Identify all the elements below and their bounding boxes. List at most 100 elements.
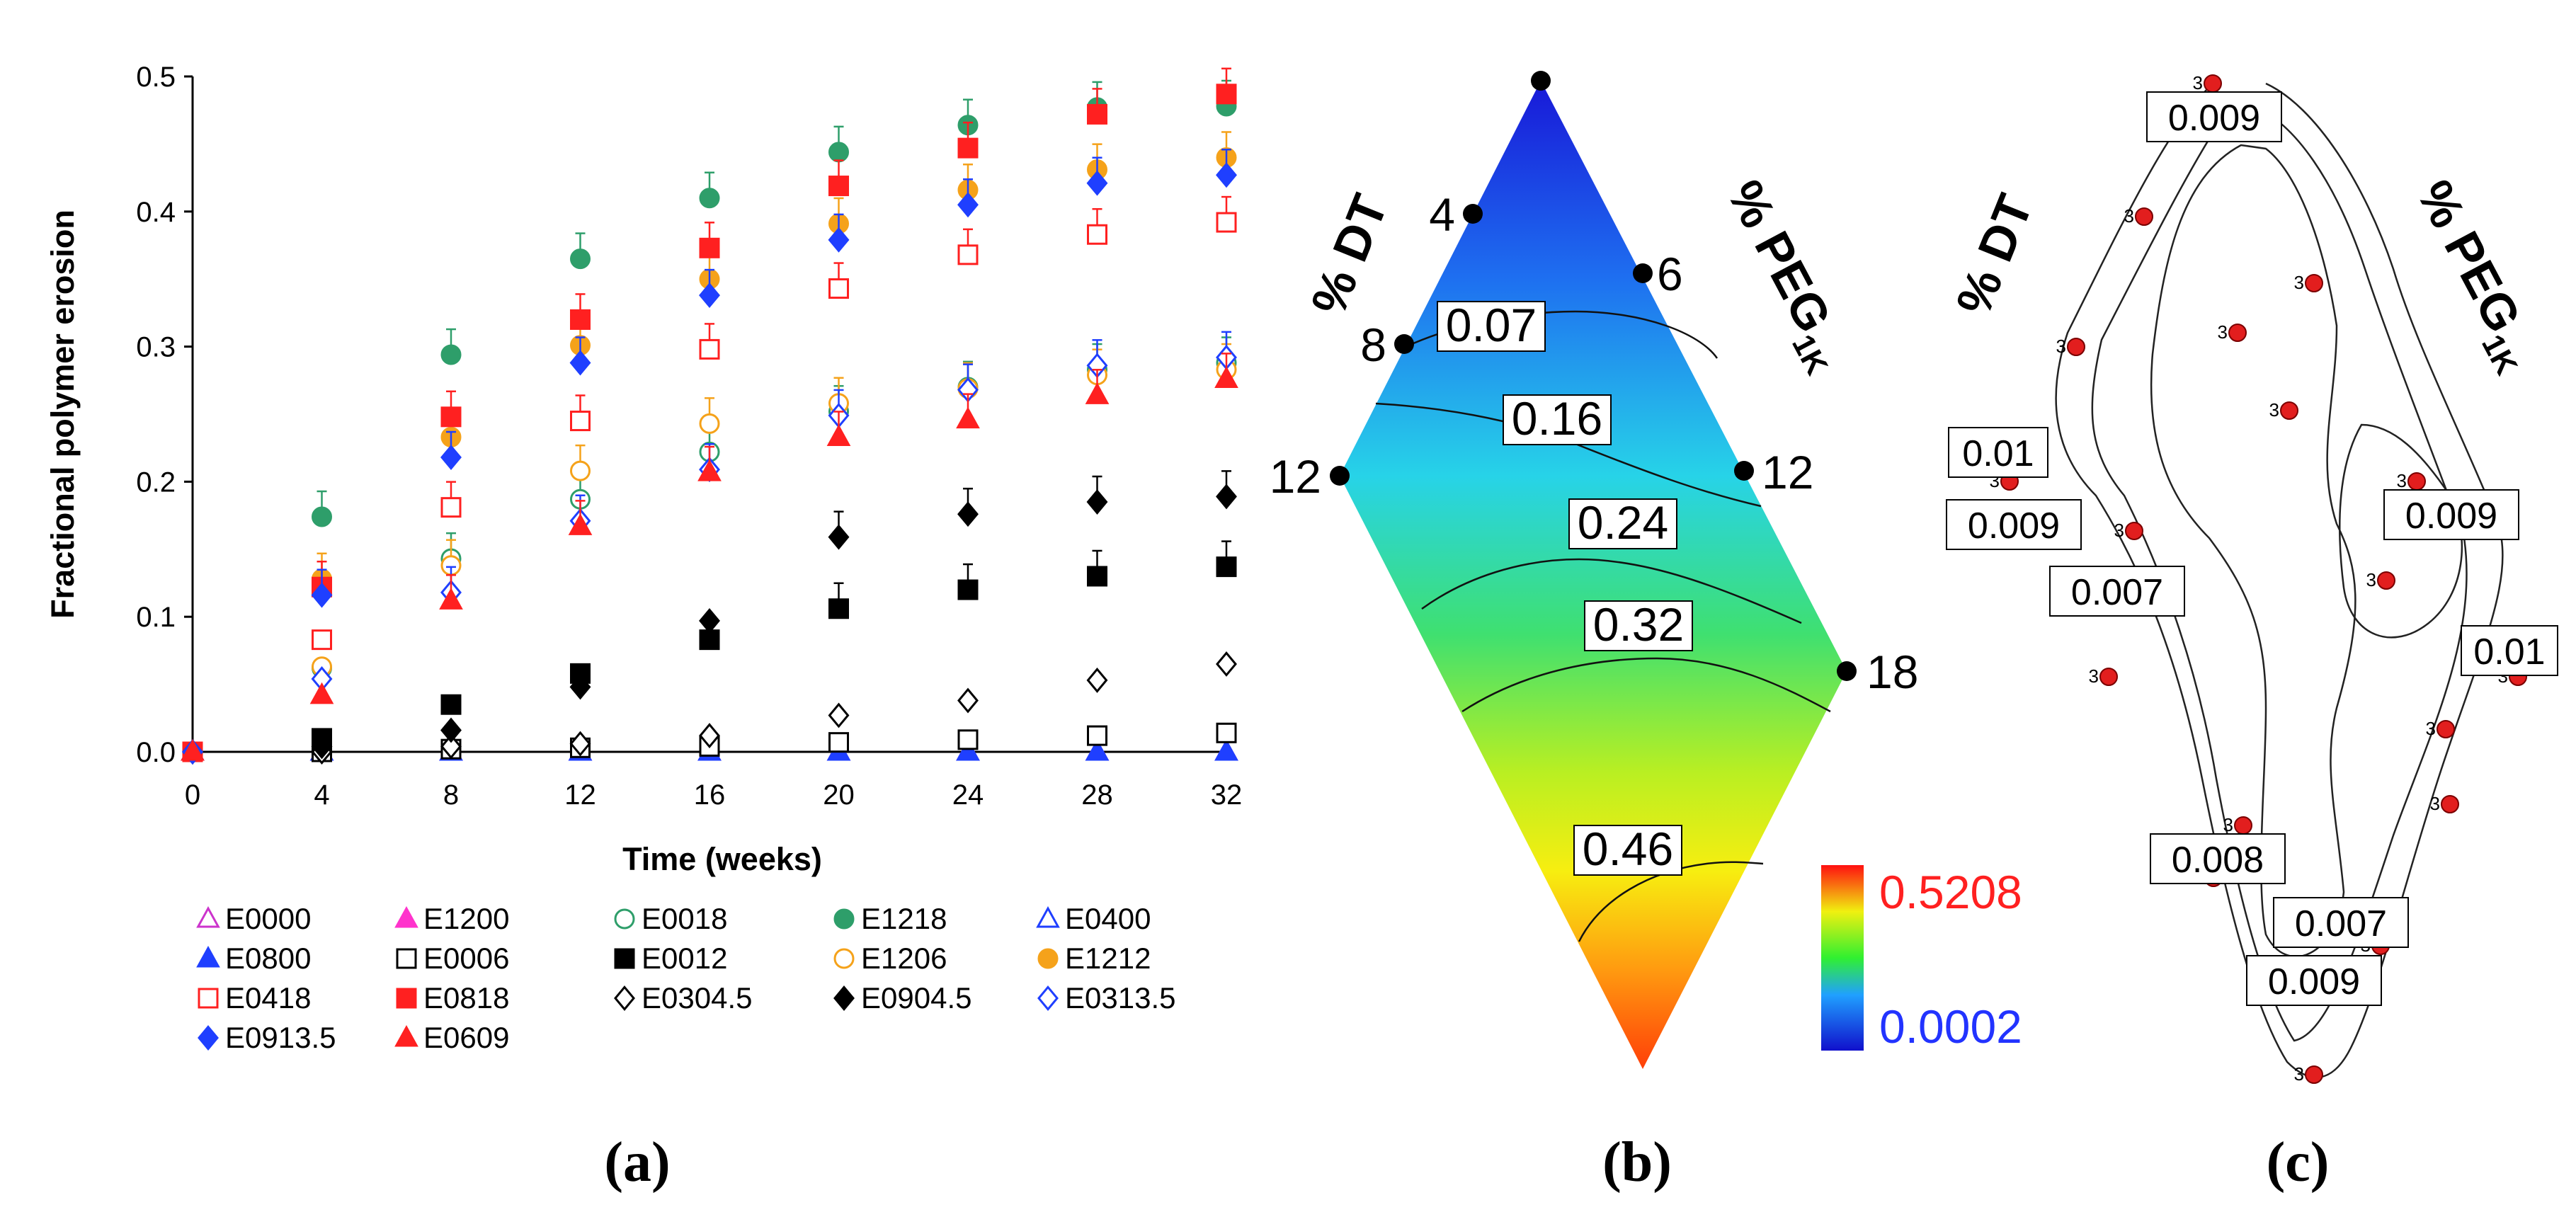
data-point: [570, 309, 591, 330]
data-point: [1086, 667, 1108, 693]
legend-label: E1212: [1065, 942, 1151, 975]
contour-label-text: 0.007: [2071, 572, 2163, 613]
y-tick-label: 0.4: [136, 197, 176, 228]
legend-marker: [196, 905, 220, 928]
legend-label: E0400: [1065, 902, 1151, 935]
data-point: [957, 687, 979, 714]
design-point: 3: [2269, 399, 2298, 421]
data-point: [826, 424, 851, 446]
design-point-label: 3: [2269, 399, 2279, 421]
legend-item: E0818: [396, 981, 509, 1014]
data-point: [828, 598, 849, 619]
design-point: 3: [2426, 718, 2455, 739]
design-point: 3: [2294, 1063, 2323, 1085]
design-point: 3: [2223, 814, 2252, 835]
design-point-dot: [2234, 816, 2252, 835]
data-point: [699, 237, 720, 258]
data-point: [828, 732, 849, 753]
legend-marker: [614, 985, 635, 1011]
contour-label: 0.007: [2049, 566, 2185, 617]
colorbar: [1821, 865, 1864, 1051]
contour-label: 0.009: [2146, 91, 2282, 142]
legend-label: E1200: [423, 902, 509, 935]
legend-marker: [833, 985, 855, 1011]
design-point-dot: [2099, 668, 2118, 686]
design-point: 3: [2294, 272, 2323, 293]
dt-axis-label: % DT: [1301, 187, 1398, 322]
design-point-dot: [2305, 274, 2323, 292]
y-axis-label: Fractional polymer erosion: [45, 210, 81, 619]
data-point: [1085, 738, 1110, 761]
contour-label: 0.46: [1573, 823, 1682, 876]
design-point-label: 3: [2114, 520, 2124, 541]
contour-line: [2339, 423, 2463, 639]
legend-marker: [1037, 985, 1059, 1011]
legend-item: E1218: [833, 902, 947, 935]
data-point: [828, 524, 850, 550]
data-point: [699, 607, 720, 634]
peg-tick-6: 6: [1657, 248, 1683, 300]
design-point-dot: [2125, 522, 2143, 540]
data-point: [311, 582, 333, 608]
data-point: [956, 738, 980, 761]
contour-line: [2055, 82, 2504, 1078]
series-E0418: [182, 195, 1237, 762]
legend-label: E0818: [423, 981, 509, 1014]
legend-label: E1218: [861, 902, 947, 935]
contour-label: 0.16: [1503, 392, 1612, 445]
contour-label-box: [1503, 394, 1612, 445]
y-tick-label: 0.2: [136, 467, 176, 498]
colorbar-max-label: 0.5208: [1879, 866, 2022, 918]
design-point-dot: [2280, 401, 2298, 420]
data-point: [828, 142, 849, 163]
peg-axis-label: % PEG1K: [1709, 171, 1861, 380]
legend-item: E0400: [1036, 902, 1151, 935]
data-point: [1086, 170, 1108, 196]
peg-tick-point: [1734, 461, 1754, 481]
data-point: [957, 137, 979, 159]
legend-label: E0018: [642, 902, 727, 935]
data-point: [699, 282, 720, 309]
legend-item: E0012: [614, 942, 727, 975]
contour-labels: 0.009 0.01 0.009 0.007 0.009 0.01 0.008 0.007 0.…: [1946, 91, 2558, 1006]
data-point: [1216, 484, 1237, 510]
data-point: [568, 513, 593, 535]
peg-tick-12: 12: [1762, 446, 1813, 498]
contour-label-text: 0.01: [2473, 631, 2545, 673]
contour-label-text: 0.008: [2172, 840, 2264, 881]
data-point: [699, 413, 720, 434]
peg-tick-18: 18: [1867, 646, 1918, 698]
legend-item: E0018: [614, 902, 727, 935]
legend-marker: [196, 945, 220, 968]
vertex-point: [1531, 71, 1551, 91]
contour-line: [1421, 558, 1802, 624]
contour-label-box: [1437, 301, 1546, 352]
dt-tick-12: 12: [1270, 450, 1321, 503]
design-point-dot: [2135, 207, 2153, 226]
y-tick-label: 0.5: [136, 62, 176, 93]
legend-marker: [833, 908, 855, 930]
legend-label: E0418: [225, 981, 311, 1014]
legend-label: E0012: [642, 942, 727, 975]
design-point-label: 3: [2089, 665, 2099, 687]
data-marks: [181, 67, 1238, 765]
design-point-label: 3: [2426, 718, 2436, 739]
legend-item: E1206: [833, 942, 947, 975]
data-point: [569, 674, 591, 700]
data-point: [957, 501, 979, 527]
legend-label: E0913.5: [225, 1021, 336, 1054]
data-point: [570, 411, 591, 432]
x-tick-label: 20: [823, 779, 855, 811]
series-E1206: [182, 343, 1237, 762]
design-point-label: 3: [2124, 205, 2134, 227]
data-point: [699, 338, 720, 360]
contour-label-box: [1946, 499, 2082, 550]
dt-tick-4: 4: [1429, 188, 1455, 241]
legend-marker: [396, 988, 417, 1009]
design-point: 3: [2124, 205, 2153, 227]
data-point: [699, 188, 720, 209]
legend-marker: [1037, 948, 1059, 969]
data-point: [1085, 382, 1110, 404]
data-point: [440, 406, 462, 428]
